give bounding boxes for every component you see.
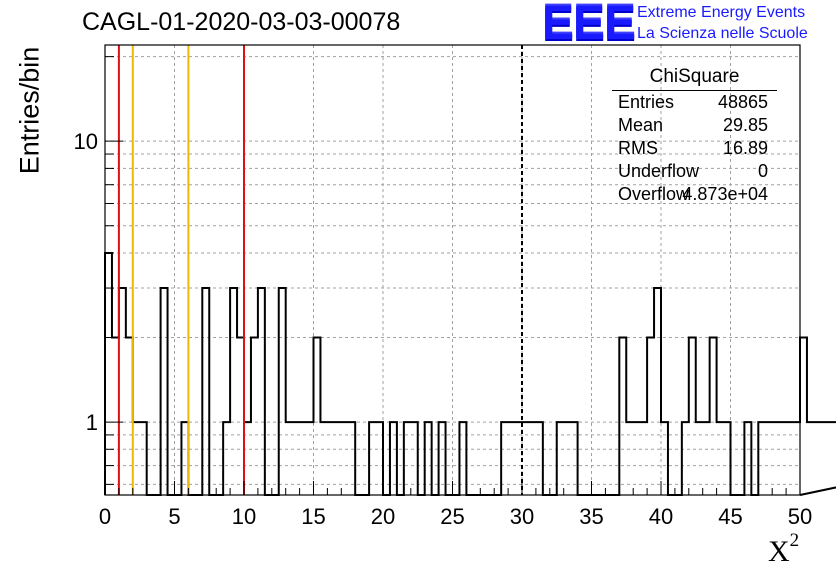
- stats-title: ChiSquare: [649, 66, 740, 87]
- stats-value: 0: [757, 161, 768, 181]
- stats-row-entries: Entries 48865: [618, 92, 774, 114]
- histogram: [104, 251, 836, 496]
- tick-labels: 0 5 10 15 20 25 30 35 40 45 50 1 10: [74, 129, 813, 529]
- y-tick-label: 10: [74, 129, 98, 154]
- x-tick-label: 10: [232, 504, 256, 529]
- x-axis-label: X2: [768, 530, 799, 569]
- eee-logo: EEE: [542, 0, 636, 50]
- x-tick-label: 45: [718, 504, 742, 529]
- stats-row-rms: RMS 16.89: [618, 138, 774, 160]
- y-tick-label: 1: [86, 410, 98, 435]
- x-tick-label: 50: [788, 504, 812, 529]
- axis-ticks: [104, 56, 801, 495]
- stats-value: 16.89: [722, 138, 768, 158]
- stats-value: 29.85: [722, 115, 768, 135]
- x-axis-label-superscript: 2: [789, 530, 800, 551]
- stats-row-overflow: Overflow 4.873e+04: [618, 184, 774, 206]
- y-axis-label: Entries/bin: [14, 46, 45, 175]
- histogram-outline: [104, 251, 836, 496]
- stats-key: Mean: [618, 115, 664, 135]
- grid: [105, 45, 800, 495]
- stats-key: Overflow: [618, 184, 690, 204]
- logo-line-1: Extreme Energy Events: [637, 4, 806, 21]
- x-tick-label: 5: [168, 504, 180, 529]
- x-axis-label-symbol: X: [768, 535, 790, 568]
- stats-key: Underflow: [618, 161, 700, 181]
- stats-key: RMS: [618, 138, 658, 158]
- stats-row-underflow: Underflow 0: [618, 161, 774, 183]
- stats-value: 48865: [717, 92, 768, 112]
- x-tick-label: 15: [301, 504, 325, 529]
- x-tick-label: 20: [371, 504, 395, 529]
- x-tick-label: 30: [510, 504, 534, 529]
- x-tick-label: 25: [440, 504, 464, 529]
- logo-line-2: La Scienza nelle Scuole: [637, 25, 808, 42]
- stats-key: Entries: [618, 92, 675, 112]
- chart-title: CAGL-01-2020-03-03-00078: [82, 8, 401, 36]
- stats-row-mean: Mean 29.85: [618, 115, 774, 137]
- stats-divider: [612, 90, 777, 91]
- stats-value: 4.873e+04: [682, 184, 768, 204]
- x-tick-label: 40: [649, 504, 673, 529]
- stats-box: ChiSquare Entries 48865 Mean 29.85 RMS 1…: [612, 66, 777, 204]
- x-tick-label: 0: [99, 504, 111, 529]
- x-tick-label: 35: [579, 504, 603, 529]
- marker-lines: [117, 45, 523, 495]
